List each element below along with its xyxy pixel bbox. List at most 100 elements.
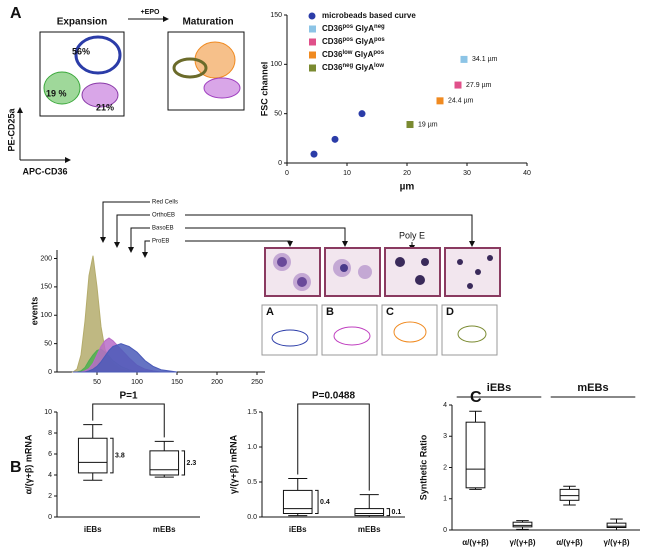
bracket (181, 450, 186, 476)
contour (81, 82, 119, 108)
micrograph (444, 247, 501, 297)
cell (415, 275, 425, 285)
y-tick-label: 0 (443, 527, 447, 534)
cell (421, 258, 429, 266)
bracket (110, 437, 114, 474)
cell (487, 255, 493, 261)
significance-bracket (92, 403, 165, 438)
mini-label: D (446, 306, 454, 318)
point (358, 110, 366, 118)
x-tick-label: α/(γ+β) (462, 538, 489, 547)
panel-label: B (10, 459, 22, 476)
micrographs: Poly E A B C D (261, 230, 501, 356)
contour (74, 35, 122, 75)
significance-bracket (297, 403, 370, 491)
p-value: P=1 (119, 391, 138, 402)
pointer (185, 227, 348, 247)
x-axis-label: µm (400, 182, 415, 193)
p-value: P=0.0488 (312, 391, 356, 402)
flow-arrow-label: +EPO (141, 9, 160, 16)
group-label: mEBs (577, 382, 608, 394)
y-tick-label: 4 (443, 402, 447, 409)
point (436, 97, 444, 105)
contour (172, 57, 208, 79)
box (559, 488, 580, 501)
x-tick-label: 40 (523, 170, 531, 177)
y-axis-label: γ/(γ+β) mRNA (228, 434, 238, 494)
pointer-label: Red Cells (152, 200, 178, 206)
mini-label: C (386, 306, 394, 318)
x-tick-label: mEBs (153, 525, 176, 534)
pointer-label: BasoEB (152, 226, 174, 232)
y-axis-label: events (29, 297, 39, 326)
contour (271, 329, 309, 347)
y-tick-label: 100 (270, 61, 282, 68)
y-tick-label: 6 (48, 451, 52, 458)
y-tick-label: 150 (270, 12, 282, 19)
x-tick-label: 200 (211, 379, 223, 386)
legend-marker (308, 12, 316, 20)
panel-label: A (10, 5, 22, 22)
y-tick-label: 8 (48, 430, 52, 437)
pointer (128, 227, 150, 253)
point (331, 135, 339, 143)
flow-plots: Expansion +EPO Maturation 56% 19 % 21% P… (6, 9, 245, 176)
cell (457, 259, 463, 265)
y-tick-label: 0 (48, 369, 52, 376)
percent: 19 % (46, 88, 67, 98)
micrograph (384, 247, 441, 297)
x-tick-label: 20 (403, 170, 411, 177)
mini-plot (321, 304, 378, 356)
cell (277, 257, 287, 267)
x-tick-label: 30 (463, 170, 471, 177)
area (73, 343, 178, 373)
micrograph (264, 247, 321, 297)
cell (467, 283, 473, 289)
box (606, 522, 627, 528)
box (77, 437, 108, 474)
contour (333, 326, 371, 346)
mini-plot (381, 304, 438, 356)
box (149, 450, 180, 476)
y-tick-label: 0.0 (247, 514, 257, 521)
pointer (142, 240, 150, 258)
bracket (315, 489, 319, 514)
y-axis-label: α/(γ+β) mRNA (23, 434, 33, 494)
x-tick-label: iEBs (289, 525, 307, 534)
y-tick-label: 3 (443, 433, 447, 440)
bracket (386, 508, 391, 517)
contour (393, 321, 427, 343)
x-tick-label: 100 (131, 379, 143, 386)
mini-label: A (266, 306, 274, 318)
x-tick-label: 150 (171, 379, 183, 386)
point-annotation: 34.1 µm (472, 56, 498, 63)
legend-marker (309, 51, 316, 59)
x-tick-label: 0 (285, 170, 289, 177)
micrograph-label: Poly E (399, 230, 425, 240)
point (406, 121, 414, 129)
cell (297, 277, 307, 287)
y-tick-label: 0 (278, 160, 282, 167)
x-tick-label: α/(γ+β) (556, 538, 583, 547)
pointer-label: ProEB (152, 239, 169, 245)
pointer (100, 201, 150, 243)
box (282, 489, 313, 514)
y-tick-label: 0 (48, 514, 52, 521)
legend-label: CD36pos GlyApos (322, 37, 385, 47)
pointer (185, 240, 293, 247)
y-tick-label: 1.0 (247, 444, 257, 451)
x-tick-label: mEBs (358, 525, 381, 534)
axis-label: PE-CD25a (6, 108, 16, 152)
box-label: 3.8 (115, 452, 125, 459)
panel-label: C (470, 389, 482, 406)
cell (358, 265, 372, 279)
x-tick-label: 250 (251, 379, 263, 386)
pointer-label: OrthoEB (152, 213, 175, 219)
legend-marker (309, 38, 316, 46)
box (354, 508, 385, 517)
pointer (185, 214, 475, 247)
point (460, 55, 468, 63)
cell (340, 264, 348, 272)
cell (475, 269, 481, 275)
